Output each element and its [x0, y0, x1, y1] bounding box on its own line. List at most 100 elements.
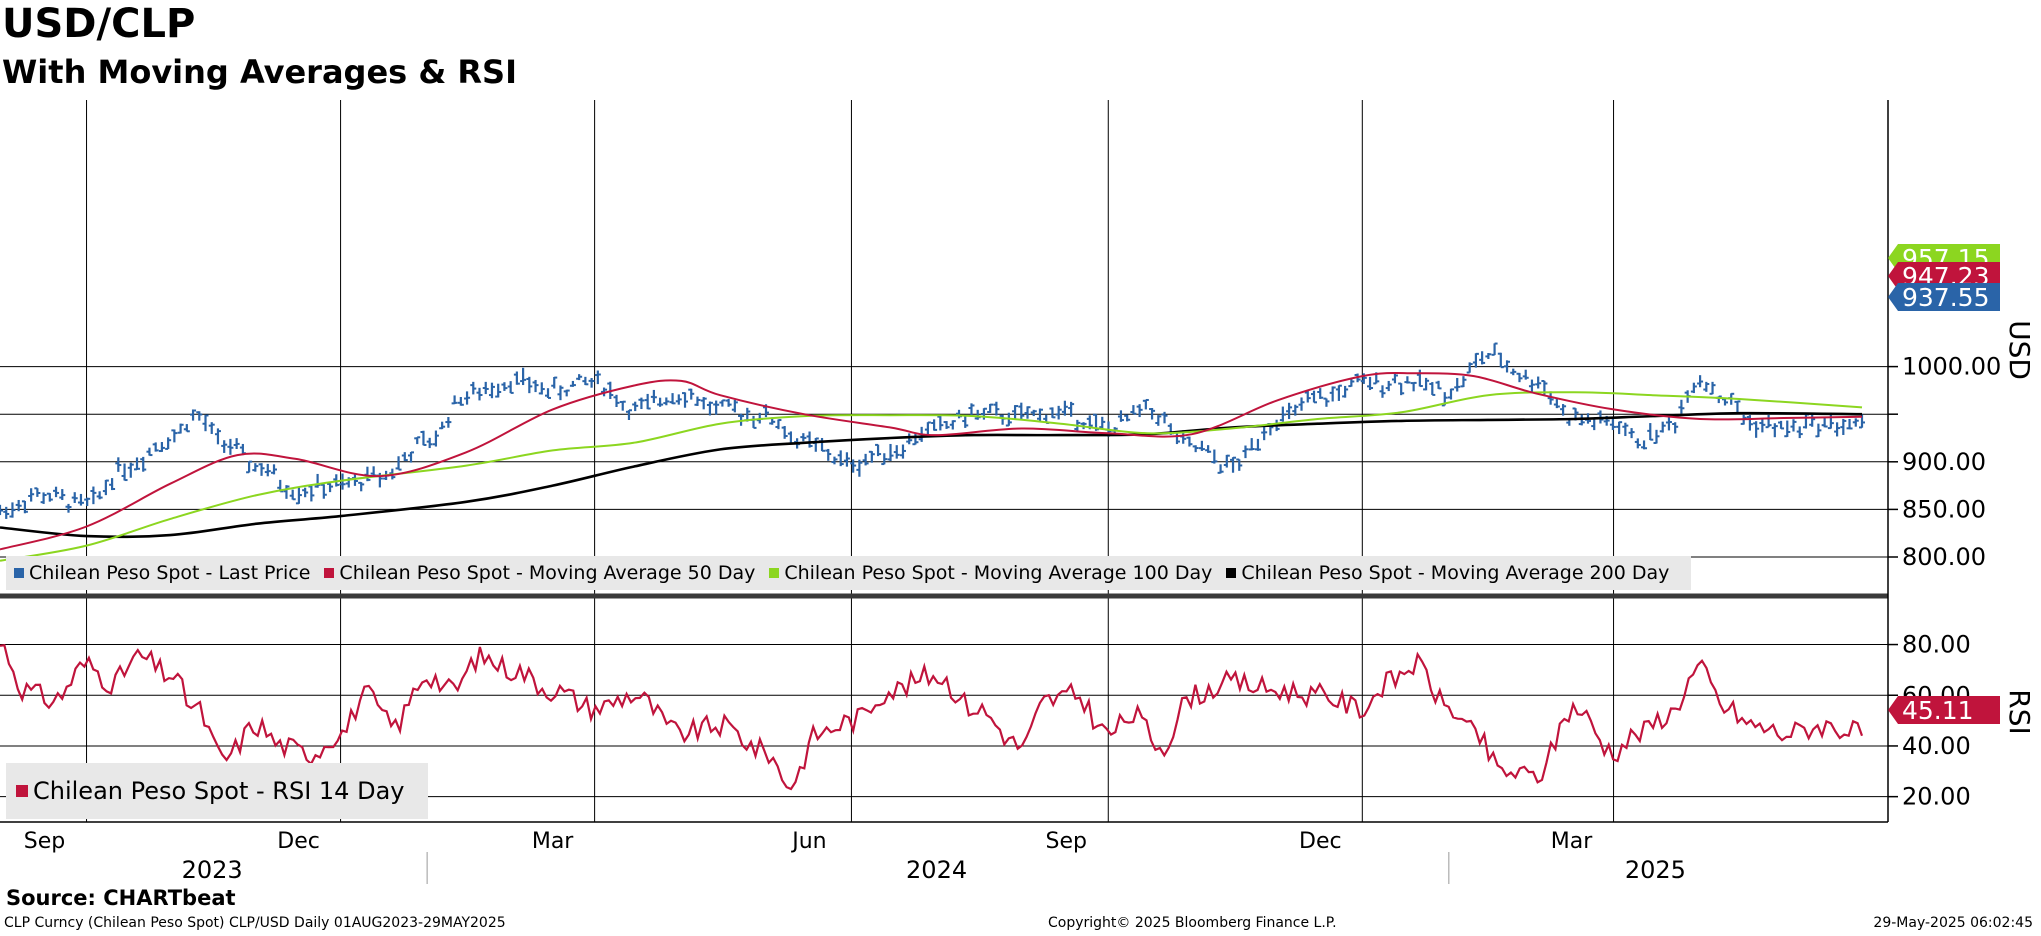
price-bar [65, 503, 72, 513]
price-bar [781, 426, 788, 439]
price-bar [551, 376, 558, 389]
price-bar [464, 391, 471, 405]
price-bar [1678, 399, 1685, 414]
price-bar [59, 489, 66, 501]
price-bar [246, 460, 253, 474]
price-bar [171, 429, 178, 443]
legend-swatch [1226, 568, 1237, 578]
price-bar [1709, 381, 1716, 395]
price-bar [1690, 382, 1697, 394]
price-bar [40, 492, 47, 504]
price-bar [1136, 404, 1143, 418]
price-bar [1510, 368, 1517, 376]
price-bar [513, 371, 520, 385]
price-bar [482, 381, 489, 395]
price-bar [227, 438, 234, 455]
price-bar [445, 417, 452, 428]
price-bar [1205, 445, 1212, 453]
chart-subtitle: With Moving Averages & RSI [2, 53, 517, 91]
legend-item-rsi: Chilean Peso Spot - RSI 14 Day [16, 777, 404, 805]
price-bar [1030, 409, 1037, 417]
price-bar [1547, 391, 1554, 405]
price-bar [451, 395, 458, 405]
price-bar [806, 431, 813, 448]
price-bar [1852, 418, 1859, 427]
price-bar [1049, 407, 1056, 419]
price-bar [875, 443, 882, 457]
price-bar [862, 453, 869, 466]
price-bar [53, 486, 60, 498]
price-bar [1497, 352, 1504, 369]
price-bar [1061, 400, 1068, 416]
price-bar [15, 499, 22, 512]
rsi-y-tick-label: 40.00 [1902, 732, 1971, 760]
price-bar [775, 419, 782, 430]
price-bar [819, 437, 826, 452]
price-bar [931, 419, 938, 431]
price-bar [1553, 397, 1560, 409]
price-bar [214, 428, 221, 445]
price-bar [1815, 423, 1822, 438]
price-bar [980, 407, 987, 420]
price-bar [202, 414, 209, 432]
price-bar [1560, 404, 1567, 416]
price-bar [619, 400, 626, 411]
price-bar [1192, 445, 1199, 453]
price-bar [738, 413, 745, 426]
price-bar [1117, 410, 1124, 422]
price-bar [77, 493, 84, 506]
price-bar [1784, 420, 1791, 438]
price-bar [1385, 380, 1392, 392]
price-bar [1491, 342, 1498, 356]
price-bar [1659, 421, 1666, 433]
price-bar [912, 433, 919, 446]
x-tick-label: Mar [1551, 829, 1593, 854]
price-bar [1796, 426, 1803, 439]
price-bar [289, 489, 296, 501]
x-tick-label: Mar [532, 829, 574, 854]
price-bar [1790, 419, 1797, 432]
price-bar [1254, 438, 1261, 451]
price-bar [694, 396, 701, 406]
price-bar [327, 482, 334, 493]
price-bar [949, 420, 956, 430]
price-bar [538, 382, 545, 395]
price-bar [1230, 456, 1237, 473]
price-bar [1379, 385, 1386, 398]
legend-swatch [16, 785, 28, 797]
price-bar [1012, 405, 1019, 420]
price-bar [401, 452, 408, 462]
price-bar [221, 440, 228, 453]
price-bar [1647, 423, 1654, 441]
price-bar [856, 459, 863, 477]
price-bar [507, 381, 514, 394]
rsi-y-tick-label: 20.00 [1902, 783, 1971, 811]
price-value-tag: 937.55 [1888, 283, 2000, 312]
legend-label: Chilean Peso Spot - Moving Average 50 Da… [339, 562, 756, 584]
price-bar [588, 378, 595, 388]
price-bar [127, 462, 134, 478]
legend-swatch [324, 568, 335, 578]
price-bar [906, 433, 913, 445]
value-tag-shape [1888, 696, 2000, 724]
price-bar [264, 463, 271, 477]
price-bar [987, 403, 994, 414]
price-bar [532, 379, 539, 393]
legend-label: Chilean Peso Spot - Moving Average 100 D… [784, 562, 1213, 584]
price-bar [731, 399, 738, 413]
price-bar [569, 380, 576, 387]
price-bar [408, 451, 415, 463]
chart-grid [0, 100, 1888, 822]
price-bar [1746, 415, 1753, 431]
price-bar [1460, 376, 1467, 388]
price-bar [1398, 382, 1405, 396]
price-legend: Chilean Peso Spot - Last Price Chilean P… [6, 556, 1692, 590]
footer-ticker-info: CLP Curncy (Chilean Peso Spot) CLP/USD D… [4, 915, 506, 931]
price-bar [183, 424, 190, 433]
price-bar [1186, 436, 1193, 447]
price-bar [1036, 408, 1043, 422]
rsi-value-tag: 45.11 [1888, 696, 2000, 725]
chart-title: USD/CLP [2, 1, 196, 47]
price-bar [582, 376, 589, 386]
price-bar [881, 453, 888, 466]
